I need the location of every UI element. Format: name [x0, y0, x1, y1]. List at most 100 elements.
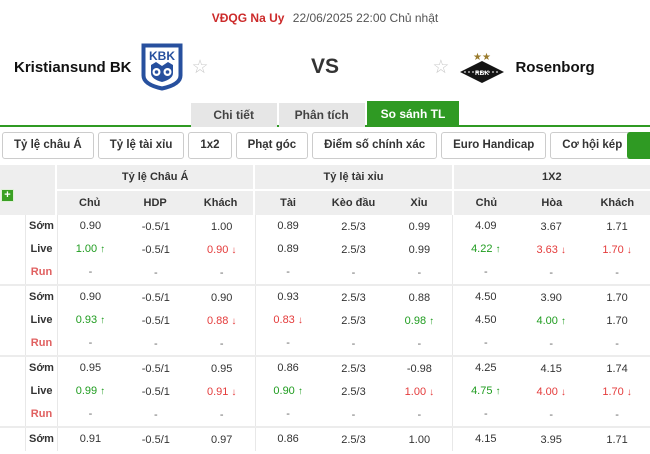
odds-cell: 0.86: [254, 428, 321, 451]
odds-cell: 0.90: [57, 215, 123, 238]
odds-cell: 1.00: [386, 434, 452, 446]
odds-cell: 1.74: [584, 363, 650, 375]
row-label: Run: [25, 403, 57, 426]
match-header: VĐQG Na Uy 22/06/2025 22:00 Chủ nhật Kri…: [0, 0, 650, 97]
odds-cell: -0.5/1: [123, 315, 189, 327]
odds-value: -: [417, 408, 422, 421]
odds-cell: -: [321, 409, 387, 421]
odds-cell: 1.70: [584, 292, 650, 304]
odds-value: 2.5/3: [341, 243, 366, 256]
odds-cell: 3.95: [518, 434, 584, 446]
odds-cell: -: [57, 332, 123, 355]
odds-cell: -: [452, 261, 518, 284]
sub-header: Tài: [280, 197, 296, 209]
home-team-name: Kristiansund BK: [14, 58, 132, 76]
odds-cell: 4.75 ↑: [452, 380, 518, 403]
odds-cell: 0.91: [57, 428, 123, 451]
odds-value: 1.00: [75, 243, 98, 255]
row-label: Sớm: [25, 428, 57, 451]
odds-value: 0.91: [79, 433, 102, 445]
odds-cell: -: [452, 403, 518, 426]
filter-button-3[interactable]: 1x2: [188, 132, 232, 159]
odds-row-sớm: Sớm 0.90 -0.5/1 0.90 0.93 2.5/3 0.88 4.50 3.90 1.…: [0, 286, 650, 309]
row-spacer: [0, 332, 25, 355]
odds-value: 2.5/3: [341, 433, 366, 446]
odds-cell: 2.5/3: [321, 315, 387, 327]
odds-value: 0.90: [207, 243, 229, 256]
odds-value: 4.50: [475, 291, 497, 303]
tab-1[interactable]: Chi tiết: [190, 103, 277, 127]
row-label: Live: [25, 380, 57, 403]
odds-value: 4.00: [536, 385, 558, 398]
odds-cell: -: [386, 267, 452, 279]
odds-value: -: [286, 266, 290, 278]
row-label: Run: [25, 261, 57, 284]
odds-cell: -: [518, 409, 584, 421]
odds-row-run: Run - - - - - - - - -: [0, 332, 650, 355]
odds-value: -: [417, 337, 422, 350]
odds-cell: 0.91 ↓: [189, 386, 255, 398]
odds-cell: 0.89: [254, 215, 321, 238]
tab-2[interactable]: Phân tích: [278, 103, 365, 127]
odds-cell: 0.95: [189, 363, 255, 375]
odds-cell: -: [189, 267, 255, 279]
odds-value: -: [286, 408, 290, 420]
odds-cell: -: [123, 409, 189, 421]
odds-value: 3.90: [540, 291, 562, 304]
more-filters-button[interactable]: [627, 132, 650, 159]
row-label: Sớm: [25, 215, 57, 238]
filter-button-1[interactable]: Tỷ lệ châu Á: [2, 132, 94, 159]
arrow-up-icon: ↑: [495, 386, 501, 397]
arrow-up-icon: ↑: [560, 315, 566, 327]
filter-button-2[interactable]: Tỷ lệ tài xỉu: [97, 132, 185, 159]
odds-cell: 1.00 ↓: [386, 386, 452, 398]
row-spacer: [0, 428, 25, 451]
odds-cell: 0.88: [386, 292, 452, 304]
arrow-down-icon: ↓: [231, 386, 237, 398]
arrow-down-icon: ↓: [560, 244, 566, 256]
row-spacer: [0, 261, 25, 284]
odds-value: -: [153, 408, 158, 421]
svg-text:★★: ★★: [473, 52, 491, 63]
vs-label: VS: [310, 55, 339, 78]
odds-value: 1.71: [606, 220, 628, 233]
arrow-up-icon: ↑: [495, 244, 501, 255]
away-favorite-star-icon[interactable]: ☆: [432, 56, 450, 78]
arrow-down-icon: ↓: [560, 386, 566, 398]
home-team: Kristiansund BK KBK ☆: [0, 43, 273, 91]
add-button[interactable]: +: [1, 189, 14, 202]
odds-cell: 4.22 ↑: [452, 238, 518, 261]
odds-value: -0.5/1: [141, 314, 170, 327]
odds-value: 4.22: [471, 243, 493, 255]
home-favorite-star-icon[interactable]: ☆: [191, 56, 209, 78]
odds-cell: -: [254, 332, 321, 355]
odds-cell: 3.63 ↓: [518, 244, 584, 256]
odds-cell: 0.99 ↑: [57, 380, 123, 403]
odds-value: 0.95: [211, 362, 233, 375]
odds-cell: -: [386, 409, 452, 421]
odds-value: 0.97: [211, 433, 233, 446]
odds-value: 4.15: [540, 362, 562, 375]
sub-header: Hòa: [541, 197, 563, 209]
odds-value: 0.99: [75, 385, 98, 397]
odds-value: 0.93: [277, 291, 299, 303]
odds-cell: 0.89: [254, 238, 321, 261]
filter-button-6[interactable]: Euro Handicap: [441, 132, 547, 159]
odds-cell: -0.5/1: [123, 434, 189, 446]
row-spacer: [0, 309, 25, 332]
odds-value: -: [549, 266, 553, 279]
filter-row: Tỷ lệ châu Á Tỷ lệ tài xỉu 1x2 Phạt góc Điểm…: [0, 127, 650, 165]
odds-value: 0.88: [408, 291, 431, 304]
row-label: Live: [25, 238, 57, 261]
odds-value: -: [219, 337, 224, 350]
filter-button-7[interactable]: Cơ hội kép: [550, 132, 635, 159]
tab-3[interactable]: So sánh TL: [366, 101, 460, 127]
odds-cell: 1.71: [584, 221, 650, 233]
odds-value: -: [88, 337, 93, 349]
odds-value: 1.70: [606, 314, 628, 327]
arrow-down-icon: ↓: [231, 244, 237, 256]
odds-cell: 0.90 ↓: [189, 244, 255, 256]
filter-button-5[interactable]: Điểm số chính xác: [312, 132, 438, 159]
odds-value: -: [88, 408, 93, 420]
filter-button-4[interactable]: Phạt góc: [235, 132, 309, 159]
